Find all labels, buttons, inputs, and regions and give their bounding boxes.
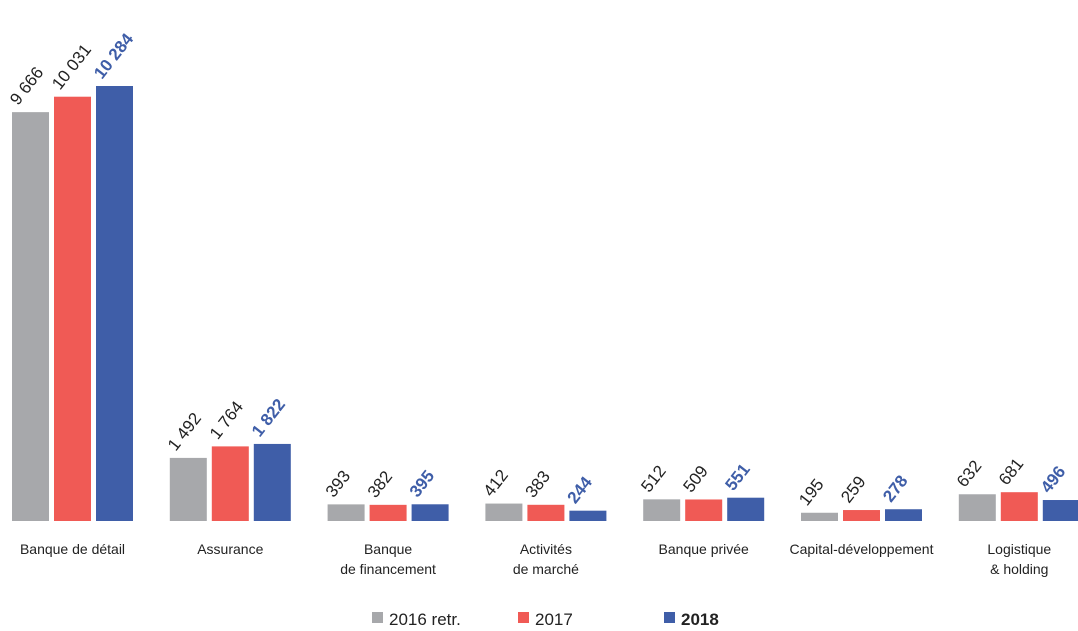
value-label: 632 xyxy=(953,457,985,491)
value-label: 195 xyxy=(795,475,827,509)
x-tick-label: de marché xyxy=(513,561,579,577)
bar xyxy=(96,86,133,521)
value-label: 9 666 xyxy=(6,63,47,108)
value-label: 382 xyxy=(364,467,396,501)
bar xyxy=(801,512,838,521)
value-label: 278 xyxy=(879,472,911,506)
bar xyxy=(643,499,681,521)
bar xyxy=(885,509,922,521)
legend-label: 2017 xyxy=(535,610,573,629)
x-tick-label: Capital-développement xyxy=(790,541,934,557)
value-label: 10 284 xyxy=(90,29,137,82)
value-label: 681 xyxy=(995,455,1027,489)
bar xyxy=(54,96,91,522)
bar xyxy=(527,504,565,521)
bar xyxy=(327,504,365,521)
value-label: 244 xyxy=(564,473,597,507)
legend-label: 2018 xyxy=(681,610,719,629)
bar xyxy=(958,494,996,521)
value-label: 551 xyxy=(721,460,753,494)
bar xyxy=(843,510,880,521)
x-tick-label: Logistique xyxy=(987,541,1051,557)
x-tick-label: & holding xyxy=(990,561,1048,577)
bar xyxy=(369,504,407,521)
bar xyxy=(211,446,249,521)
value-label: 393 xyxy=(322,467,354,501)
x-tick-label: Banque de détail xyxy=(20,541,125,557)
value-label: 509 xyxy=(679,462,711,496)
value-label: 259 xyxy=(837,472,869,506)
x-tick-label: Assurance xyxy=(197,541,263,557)
value-label: 395 xyxy=(406,467,438,501)
value-label: 412 xyxy=(480,466,512,500)
legend-swatch xyxy=(372,612,383,623)
bar xyxy=(485,503,523,521)
legend-swatch xyxy=(664,612,675,623)
x-tick-label: Banque xyxy=(364,541,412,557)
value-label: 10 031 xyxy=(48,40,95,93)
bar xyxy=(411,504,449,521)
x-tick-label: Activités xyxy=(520,541,572,557)
bar xyxy=(1000,492,1038,521)
value-label: 1 764 xyxy=(206,398,247,443)
value-label: 496 xyxy=(1037,462,1069,496)
bar xyxy=(1042,500,1078,521)
x-tick-label: Banque privée xyxy=(659,541,750,557)
legend-label: 2016 retr. xyxy=(389,610,461,629)
legend-swatch xyxy=(518,612,529,623)
bar xyxy=(569,510,607,521)
x-tick-label: de financement xyxy=(340,561,436,577)
bar xyxy=(169,457,207,521)
value-label: 1 492 xyxy=(164,409,205,454)
value-label: 1 822 xyxy=(248,395,289,440)
bar xyxy=(685,499,723,521)
bar xyxy=(727,497,765,521)
bar xyxy=(12,112,49,521)
value-label: 512 xyxy=(637,462,669,496)
value-label: 383 xyxy=(522,467,554,501)
bar xyxy=(253,443,291,521)
